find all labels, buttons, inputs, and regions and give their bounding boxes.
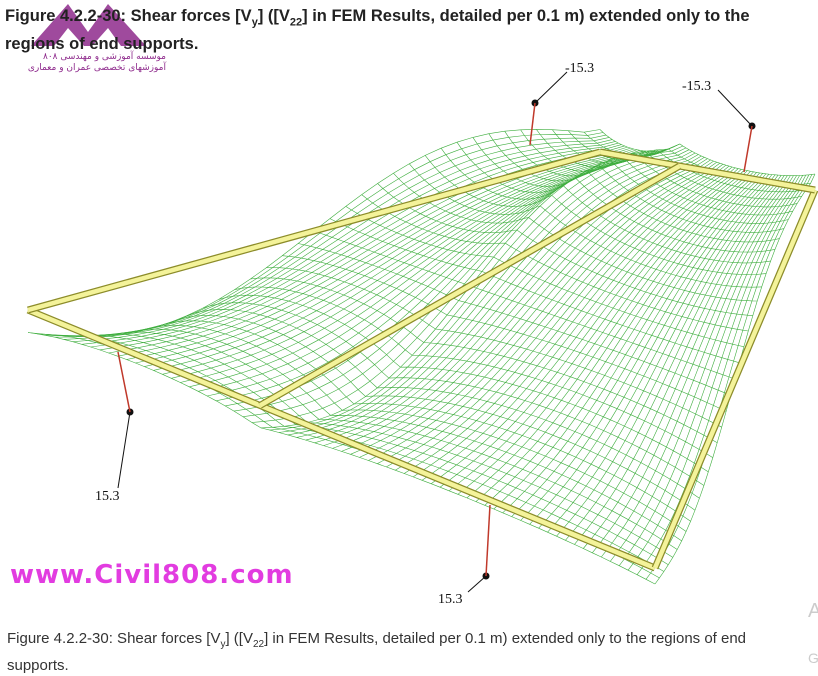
- mesh-line: [139, 325, 687, 532]
- mesh-line: [233, 147, 671, 412]
- mesh-line: [529, 174, 773, 525]
- mesh-line: [107, 331, 678, 550]
- logo-text: موسسه آموزشی و مهندسی ۸۰۸ آموزشهای تخصصی …: [27, 52, 166, 73]
- slab-outline: [26, 148, 818, 572]
- marker-line: [485, 504, 491, 577]
- mesh-line: [386, 163, 724, 468]
- mesh-line: [63, 139, 613, 340]
- mesh-line: [305, 152, 696, 441]
- mesh-line: [636, 174, 810, 575]
- mesh-line: [583, 175, 791, 549]
- figure-title: Figure 4.2.2-30: Shear forces [Vy] ([V22…: [5, 7, 750, 54]
- mesh-line: [547, 174, 779, 533]
- mesh-line: [45, 134, 607, 337]
- mesh-line: [574, 175, 788, 545]
- mesh-line: [645, 174, 813, 580]
- mesh-line: [395, 164, 727, 471]
- mesh-line: [511, 173, 767, 517]
- mesh-line: [332, 157, 705, 449]
- logo-icon: [31, 4, 146, 46]
- mesh-line: [627, 174, 807, 571]
- leader-line: [117, 411, 131, 489]
- mesh-line: [72, 141, 616, 342]
- mesh-line: [81, 142, 619, 345]
- leader-line: [467, 575, 487, 593]
- leader-line: [717, 89, 753, 127]
- value-label: 15.3: [438, 592, 463, 607]
- mesh-line: [269, 145, 684, 431]
- mesh-line: [466, 171, 751, 499]
- mesh-line: [117, 147, 631, 357]
- mesh-line: [170, 315, 696, 511]
- mesh-line: [404, 165, 730, 474]
- mesh-line: [323, 155, 702, 446]
- marker-line: [743, 125, 753, 173]
- marker-line: [117, 351, 131, 413]
- mesh-line: [99, 145, 625, 351]
- mesh-line: [475, 171, 754, 502]
- slab-edge-left: [27, 149, 601, 313]
- mesh-line: [421, 167, 736, 481]
- mesh-line: [538, 174, 776, 529]
- mesh-line: [296, 151, 693, 438]
- mesh-line: [153, 150, 644, 371]
- figure-caption: Figure 4.2.2-30: Shear forces [Vy] ([V22…: [7, 630, 747, 674]
- mesh-line: [54, 137, 610, 338]
- mesh-line: [278, 147, 687, 433]
- mesh-line: [189, 151, 656, 388]
- mesh-line: [377, 183, 753, 316]
- mesh-line: [377, 162, 720, 464]
- mesh-line: [609, 175, 800, 562]
- mesh-line: [350, 159, 711, 455]
- mesh-line: [502, 173, 764, 514]
- mesh-line: [430, 168, 739, 484]
- slab-edge-right: [652, 189, 818, 569]
- mesh-line: [556, 175, 782, 537]
- mesh-line: [180, 151, 653, 383]
- mesh-line: [162, 150, 647, 375]
- shear-force-mesh: [27, 129, 816, 585]
- mesh-line: [618, 175, 803, 566]
- mesh-line: [359, 160, 714, 458]
- mesh-line: [36, 132, 604, 337]
- slab-edge-back: [599, 149, 816, 193]
- mesh-line: [484, 172, 757, 506]
- mesh-line: [144, 150, 641, 367]
- mesh-line: [314, 154, 699, 444]
- mesh-line: [592, 175, 794, 553]
- mesh-line: [126, 148, 634, 360]
- value-label: -15.3: [682, 79, 711, 94]
- middle-support-line: [258, 164, 681, 408]
- marker-line: [529, 102, 536, 146]
- mesh-line: [287, 149, 690, 436]
- value-label: 15.3: [95, 489, 120, 504]
- mesh-line: [457, 170, 748, 495]
- edge-fragment: A: [808, 600, 818, 622]
- edge-fragment: G: [808, 650, 818, 666]
- mesh-line: [520, 174, 770, 521]
- mesh-line: [448, 169, 745, 492]
- mesh-line: [601, 175, 797, 558]
- label-group: 15.3 15.3 -15.3 -15.3: [95, 61, 756, 607]
- mesh-line: [135, 149, 637, 364]
- mesh-line: [251, 145, 677, 423]
- watermark-text: www.Civil808.com: [10, 560, 294, 590]
- mesh-line: [368, 161, 717, 461]
- mesh-line: [565, 175, 785, 541]
- slab-edge-front: [27, 307, 656, 571]
- mesh-line: [242, 146, 674, 417]
- mesh-line: [171, 151, 650, 379]
- mesh-line: [216, 149, 665, 402]
- mesh-line: [493, 172, 760, 510]
- mesh-line: [413, 166, 733, 478]
- mesh-line: [341, 158, 708, 452]
- mesh-line: [90, 144, 622, 348]
- value-label: -15.3: [565, 61, 594, 76]
- leader-line: [534, 71, 568, 104]
- mesh-line: [439, 169, 742, 488]
